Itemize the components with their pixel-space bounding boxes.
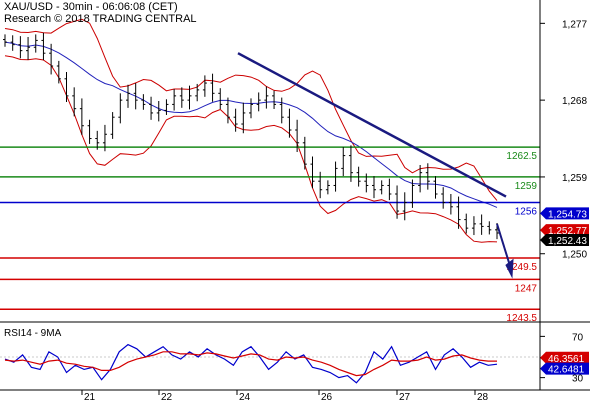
trendline	[237, 52, 514, 279]
ma-line	[4, 41, 498, 208]
x-tick-label: 22	[161, 392, 173, 400]
level-label: 1256	[515, 207, 538, 218]
rsi-series-line	[4, 351, 497, 377]
y-tick-label: 1,268	[562, 96, 587, 107]
upper-band	[4, 18, 498, 201]
price-tag-label: 1,252.43	[548, 236, 587, 247]
price-tag	[540, 224, 589, 237]
x-tick-label: 27	[399, 392, 411, 400]
support-resistance-levels: 1262.5 1259 1256 1249.5 1247 1243.5	[0, 146, 540, 324]
y-tick-label: 1,277	[562, 19, 587, 30]
moving-average	[4, 41, 498, 208]
x-tick-label: 24	[239, 392, 251, 400]
rsi-value-tag	[540, 362, 589, 375]
level-label: 1259	[515, 181, 538, 192]
chart-copyright: Research © 2018 TRADING CENTRAL	[4, 13, 197, 25]
price-tag-label: 1,254.73	[548, 209, 587, 220]
level-label: 1262.5	[506, 151, 537, 162]
x-tick-label: 28	[477, 392, 489, 400]
rsi-y-tick-label: 30	[572, 374, 584, 385]
price-tag	[540, 207, 589, 220]
level-label: 1249.5	[506, 262, 537, 273]
level-label: 1243.5	[506, 313, 537, 324]
resistance-trendline	[237, 52, 507, 198]
bollinger-bands	[4, 18, 498, 243]
chart-title: XAU/USD - 30min - 06:06:08 (CET)	[4, 1, 178, 13]
y-tick-label: 1,250	[562, 250, 587, 261]
rsi-title: RSI14 - 9MA	[4, 328, 62, 339]
rsi-y-tick-label: 70	[572, 332, 584, 343]
price-candles	[3, 32, 499, 240]
forecast-arrow-head	[505, 258, 514, 279]
x-tick-label: 21	[84, 392, 96, 400]
rsi-value-tag-label: 46.3561	[548, 354, 585, 365]
y-tick-label: 1,259	[562, 173, 587, 184]
rsi-series-line	[4, 343, 498, 384]
rsi-value-tag-label: 42.6481	[548, 365, 585, 376]
lower-band	[4, 55, 498, 243]
level-label: 1247	[515, 283, 538, 294]
x-tick-label: 26	[321, 392, 333, 400]
price-tag	[540, 233, 589, 246]
price-tags: 1,254.73 1,252.771,252.43	[540, 207, 589, 247]
price-tag-label: 1,252.77	[548, 226, 587, 237]
rsi-value-tag	[540, 351, 589, 364]
forecast-arrow	[496, 223, 512, 270]
